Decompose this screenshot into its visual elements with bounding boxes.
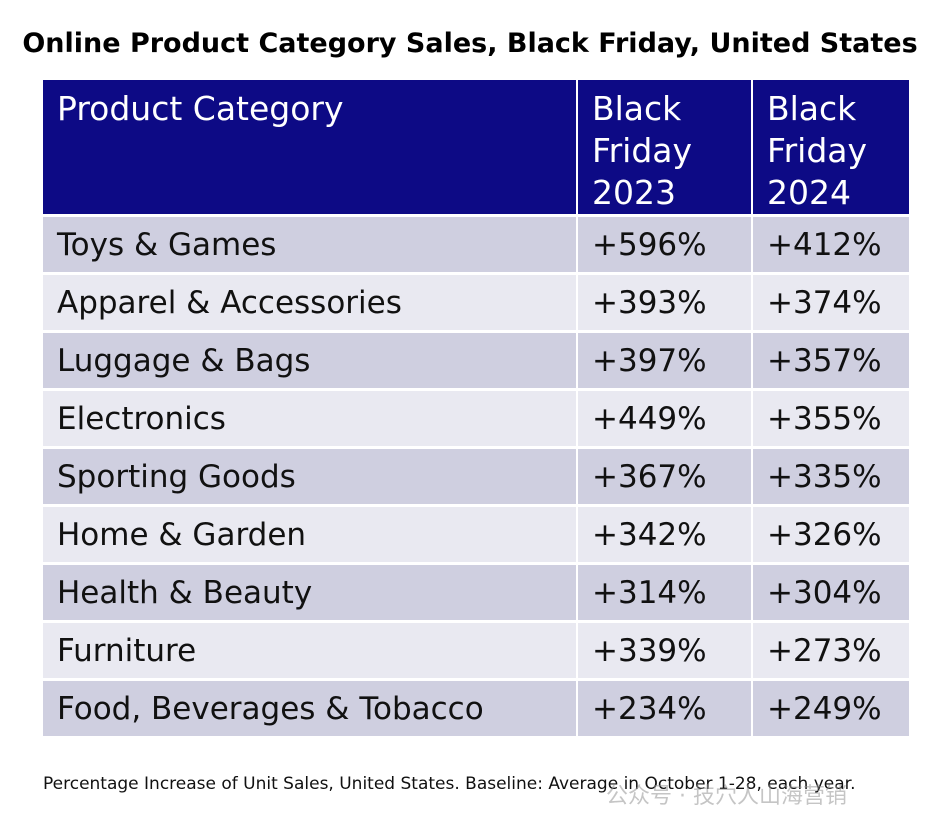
cell-black-friday-2024: +249% [751, 678, 909, 736]
cell-category: Sporting Goods [43, 446, 576, 504]
cell-category: Furniture [43, 620, 576, 678]
table-row: Luggage & Bags +397% +357% [43, 330, 909, 388]
cell-black-friday-2023: +393% [576, 272, 751, 330]
header-row: Product Category Black Friday 2023 Black Fr… [43, 80, 909, 214]
chart-title: Online Product Category Sales, Black Fri… [22, 28, 918, 59]
cell-black-friday-2024: +357% [751, 330, 909, 388]
cell-category: Luggage & Bags [43, 330, 576, 388]
header-product-category: Product Category [43, 80, 576, 214]
cell-black-friday-2024: +374% [751, 272, 909, 330]
table-row: Health & Beauty +314% +304% [43, 562, 909, 620]
cell-category: Electronics [43, 388, 576, 446]
cell-black-friday-2023: +596% [576, 214, 751, 272]
table-row: Electronics +449% +355% [43, 388, 909, 446]
cell-black-friday-2023: +342% [576, 504, 751, 562]
cell-black-friday-2024: +355% [751, 388, 909, 446]
cell-black-friday-2024: +304% [751, 562, 909, 620]
table-row: Home & Garden +342% +326% [43, 504, 909, 562]
table-row: Furniture +339% +273% [43, 620, 909, 678]
table-body: Toys & Games +596% +412% Apparel & Accessor… [43, 214, 909, 736]
cell-black-friday-2023: +397% [576, 330, 751, 388]
table-row: Apparel & Accessories +393% +374% [43, 272, 909, 330]
cell-category: Toys & Games [43, 214, 576, 272]
table-row: Sporting Goods +367% +335% [43, 446, 909, 504]
cell-black-friday-2023: +314% [576, 562, 751, 620]
cell-black-friday-2023: +234% [576, 678, 751, 736]
cell-black-friday-2024: +412% [751, 214, 909, 272]
watermark: 公众号 · 技穴人山海营销 [606, 784, 847, 809]
cell-category: Health & Beauty [43, 562, 576, 620]
cell-category: Food, Beverages & Tobacco [43, 678, 576, 736]
cell-black-friday-2024: +273% [751, 620, 909, 678]
sales-table: Product Category Black Friday 2023 Black Fr… [43, 80, 909, 736]
cell-black-friday-2024: +335% [751, 446, 909, 504]
header-black-friday-2023: Black Friday 2023 [576, 80, 751, 214]
cell-black-friday-2023: +339% [576, 620, 751, 678]
table-row: Toys & Games +596% +412% [43, 214, 909, 272]
header-black-friday-2024: Black Friday 2024 [751, 80, 909, 214]
table-row: Food, Beverages & Tobacco +234% +249% [43, 678, 909, 736]
cell-black-friday-2023: +367% [576, 446, 751, 504]
footnote: Percentage Increase of Unit Sales, Unite… [43, 774, 856, 794]
cell-category: Apparel & Accessories [43, 272, 576, 330]
cell-category: Home & Garden [43, 504, 576, 562]
cell-black-friday-2023: +449% [576, 388, 751, 446]
cell-black-friday-2024: +326% [751, 504, 909, 562]
